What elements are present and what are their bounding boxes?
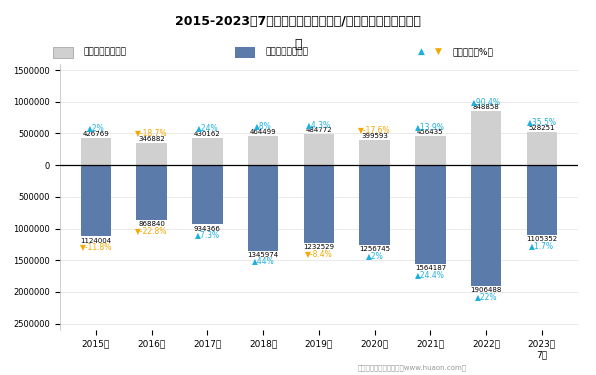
- Text: ▲90.4%: ▲90.4%: [471, 97, 501, 106]
- Bar: [80, 138, 111, 165]
- Text: 934366: 934366: [194, 225, 221, 231]
- Text: ▼-18.7%: ▼-18.7%: [135, 129, 168, 138]
- Text: ▼-11.8%: ▼-11.8%: [80, 242, 112, 251]
- Bar: [80, 165, 111, 236]
- Text: ▲13.9%: ▲13.9%: [415, 122, 445, 130]
- Text: ▲44%: ▲44%: [252, 256, 275, 265]
- Text: ▲35.5%: ▲35.5%: [527, 117, 557, 126]
- Text: ▲4.3%: ▲4.3%: [306, 120, 331, 129]
- Text: 848858: 848858: [473, 104, 499, 110]
- Bar: [248, 136, 278, 165]
- Text: 出口额（万美元）: 出口额（万美元）: [83, 47, 126, 56]
- Text: 484772: 484772: [306, 127, 332, 133]
- Bar: [192, 165, 223, 224]
- Text: 399593: 399593: [361, 133, 388, 139]
- Text: 计: 计: [294, 38, 302, 51]
- Text: ▲: ▲: [417, 47, 424, 56]
- Text: ▼-22.8%: ▼-22.8%: [135, 226, 168, 235]
- Text: 1105352: 1105352: [526, 236, 557, 242]
- Text: 同比增长（%）: 同比增长（%）: [453, 47, 494, 56]
- Bar: [415, 165, 446, 264]
- Text: 528251: 528251: [529, 124, 555, 130]
- Text: 868840: 868840: [138, 221, 165, 227]
- Text: 1345974: 1345974: [247, 252, 279, 258]
- Text: 1124004: 1124004: [80, 238, 111, 244]
- Bar: [415, 136, 446, 165]
- Bar: [136, 165, 167, 220]
- Text: 1906488: 1906488: [470, 287, 502, 293]
- Bar: [526, 165, 557, 235]
- Bar: [303, 135, 334, 165]
- Text: 430162: 430162: [194, 131, 221, 137]
- Text: 1256745: 1256745: [359, 246, 390, 252]
- Text: 1232529: 1232529: [303, 244, 334, 250]
- Text: 进口额（万美元）: 进口额（万美元）: [265, 47, 309, 56]
- FancyBboxPatch shape: [235, 48, 255, 58]
- Text: ▼: ▼: [435, 47, 442, 56]
- Text: ▲2%: ▲2%: [87, 123, 105, 132]
- FancyBboxPatch shape: [52, 48, 73, 58]
- Text: 制图：华经产业研究院（www.huaon.com）: 制图：华经产业研究院（www.huaon.com）: [358, 364, 467, 371]
- Text: ▲7.3%: ▲7.3%: [195, 230, 220, 239]
- Text: ▼-17.6%: ▼-17.6%: [358, 125, 391, 134]
- Bar: [248, 165, 278, 250]
- Bar: [471, 165, 501, 286]
- Text: 1564187: 1564187: [415, 266, 446, 272]
- Bar: [359, 140, 390, 165]
- Text: ▲2%: ▲2%: [366, 251, 383, 260]
- Text: ▲24.4%: ▲24.4%: [415, 270, 445, 279]
- Text: 464499: 464499: [250, 129, 277, 135]
- Text: ▲22%: ▲22%: [475, 292, 498, 301]
- Bar: [359, 165, 390, 245]
- Text: ▲1.7%: ▲1.7%: [529, 241, 554, 250]
- Bar: [192, 138, 223, 165]
- Bar: [471, 111, 501, 165]
- Text: 426769: 426769: [82, 131, 109, 137]
- Text: ▲8%: ▲8%: [254, 121, 272, 130]
- Text: 456435: 456435: [417, 129, 443, 135]
- Text: ▼-8.4%: ▼-8.4%: [305, 249, 333, 258]
- Bar: [526, 132, 557, 165]
- Text: ▲24%: ▲24%: [196, 123, 219, 132]
- Bar: [303, 165, 334, 243]
- Text: 2015-2023年7月海南省（境内目的地/货源地）进、出口额统: 2015-2023年7月海南省（境内目的地/货源地）进、出口额统: [175, 15, 421, 28]
- Bar: [136, 143, 167, 165]
- Text: 346882: 346882: [138, 136, 165, 142]
